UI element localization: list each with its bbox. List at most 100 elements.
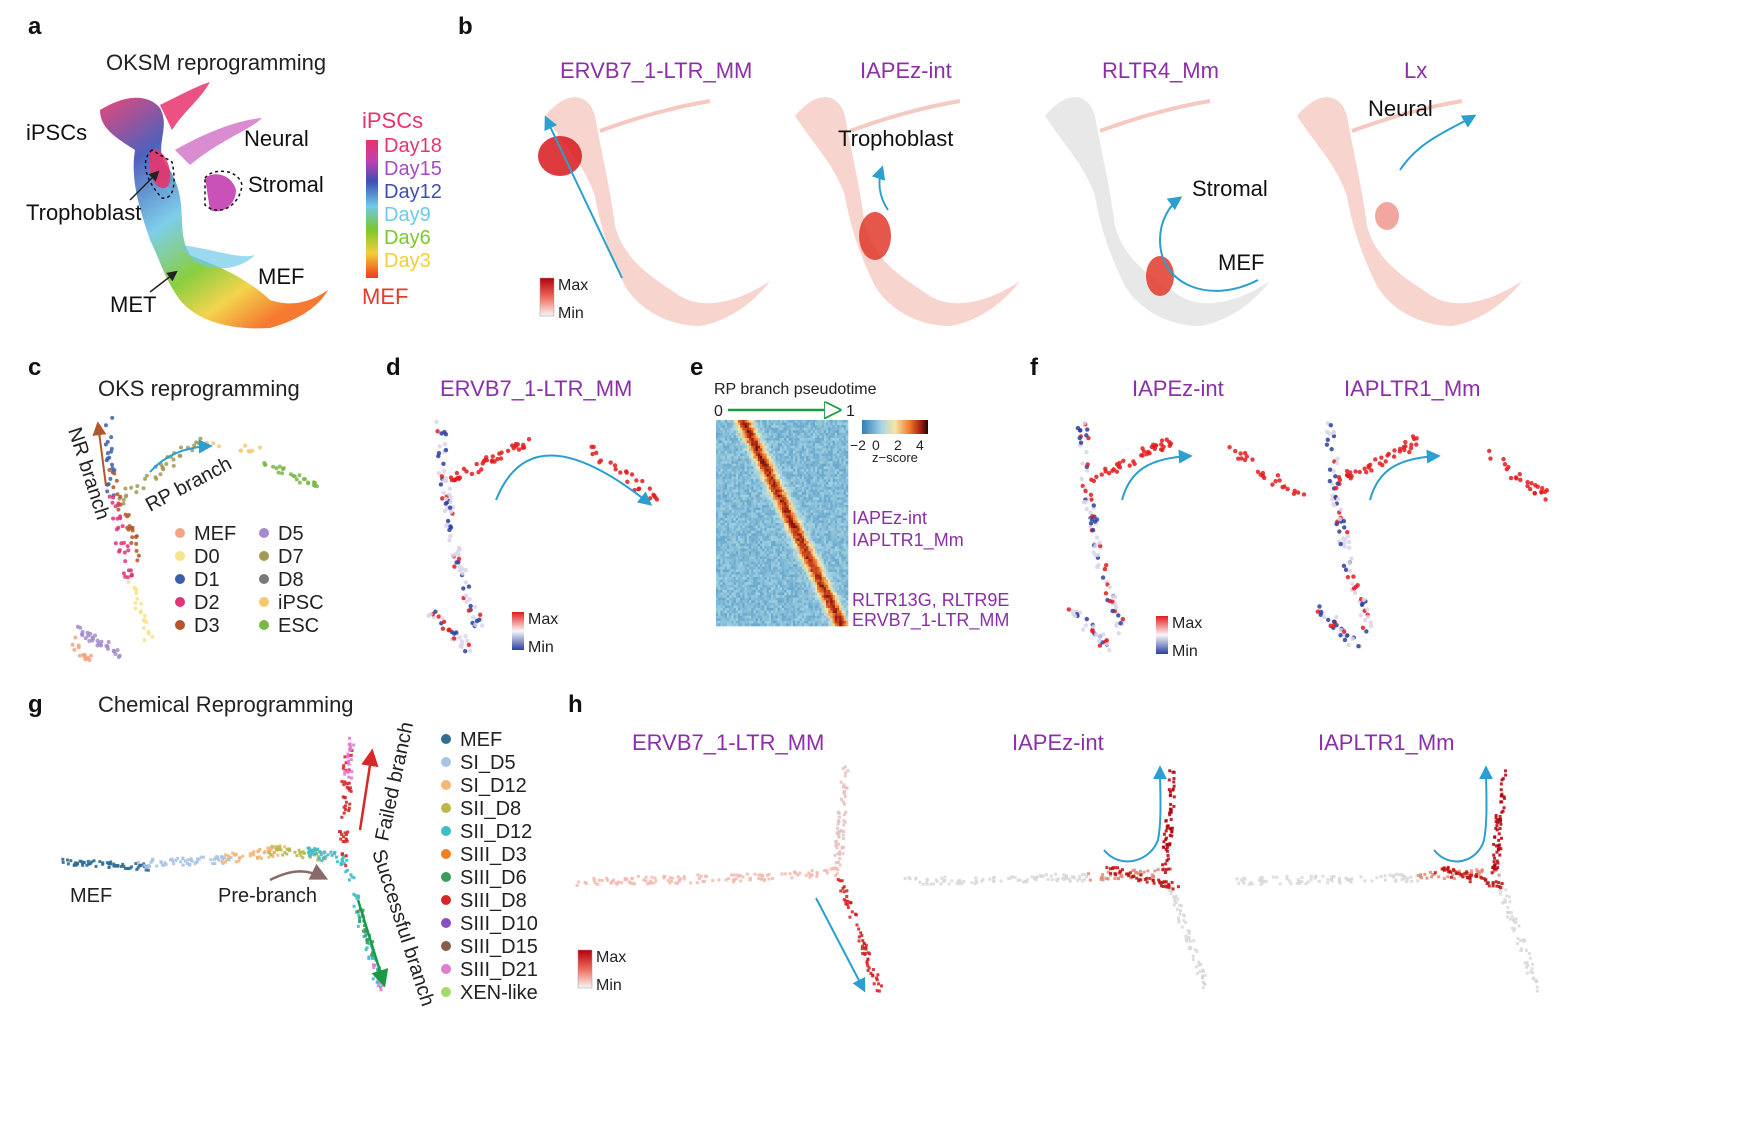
heatmap-cell [738, 571, 741, 575]
heatmap-cell [793, 471, 796, 475]
heatmap-cell [744, 450, 748, 454]
heatmap-cell [782, 571, 785, 575]
heatmap-cell [790, 484, 794, 488]
heatmap-cell [716, 528, 719, 532]
heatmap-cell [793, 597, 796, 601]
heatmap-cell [718, 448, 721, 452]
heatmap-cell [768, 479, 772, 483]
heatmap-cell [817, 515, 820, 519]
heatmap-cell [806, 512, 809, 516]
heatmap-cell [735, 453, 739, 457]
heatmap-cell [830, 494, 833, 498]
heatmap-cell [742, 440, 745, 444]
heatmap-cell [762, 528, 765, 532]
heatmap-cell [729, 435, 732, 439]
heatmap-cell [729, 571, 732, 575]
heatmap-cell [722, 453, 726, 457]
heatmap-cell [757, 430, 761, 434]
heatmap-cell [786, 605, 789, 609]
heatmap-cell [782, 553, 785, 557]
heatmap-cell [749, 587, 752, 591]
heatmap-cell [773, 556, 776, 560]
heatmap-cell [788, 569, 792, 573]
heatmap-cell [788, 548, 792, 552]
cell-point [463, 593, 469, 598]
heatmap-cell [810, 440, 814, 444]
heatmap-cell [760, 584, 763, 588]
heatmap-cell [722, 458, 726, 462]
heatmap-cell [768, 476, 772, 480]
heatmap-cell [773, 484, 776, 488]
heatmap-cell [819, 474, 822, 477]
heatmap-cell [740, 546, 743, 550]
heatmap-cell [801, 523, 805, 526]
heatmap-cell [841, 507, 844, 511]
heatmap-cell [786, 430, 789, 434]
heatmap-cell [786, 574, 789, 578]
heatmap-cell [832, 592, 836, 596]
heatmap-cell [786, 471, 789, 475]
heatmap-cell [716, 492, 719, 495]
heatmap-cell [839, 525, 842, 529]
heatmap-cell [832, 538, 836, 542]
heatmap-cell [786, 543, 789, 547]
heatmap-cell [784, 569, 787, 573]
heatmap-cell [782, 453, 785, 457]
heatmap-cell [823, 530, 827, 534]
heatmap-cell [753, 551, 756, 555]
heatmap-cell [812, 427, 816, 431]
heatmap-cell [826, 525, 829, 529]
heatmap-cell [724, 589, 728, 593]
heatmap-cell [786, 579, 789, 583]
heatmap-cell [760, 435, 763, 439]
heatmap-cell [749, 582, 752, 586]
heatmap-cell [764, 600, 767, 604]
heatmap-cell [819, 466, 822, 470]
heatmap-cell [793, 432, 796, 436]
heatmap-cell [845, 538, 849, 542]
heatmap-cell [779, 561, 783, 565]
heatmap-cell [837, 456, 840, 459]
heatmap-cell [718, 420, 721, 423]
heatmap-cell [797, 445, 800, 449]
heatmap-cell [733, 425, 737, 429]
heatmap-cell [782, 600, 785, 604]
heatmap-cell [729, 453, 732, 457]
heatmap-cell [755, 533, 759, 537]
heatmap-cell [740, 510, 743, 513]
heatmap-cell [768, 432, 772, 436]
heatmap-cell [771, 515, 774, 519]
heatmap-cell [777, 592, 781, 596]
heatmap-cell [753, 561, 756, 565]
cell-point [297, 473, 302, 478]
heatmap-cell [845, 602, 849, 606]
heatmap-cell [837, 577, 840, 580]
heatmap-cell [742, 543, 745, 547]
heatmap-cell [753, 445, 756, 449]
heatmap-cell [830, 432, 833, 436]
cell-point [177, 453, 182, 458]
heatmap-cell [760, 458, 763, 462]
heatmap-cell [724, 600, 728, 604]
cell-point [133, 606, 138, 611]
heatmap-cell [720, 515, 723, 519]
heatmap-cell [777, 445, 781, 449]
heatmap-cell [722, 512, 726, 516]
heatmap-cell [815, 535, 818, 539]
heatmap-cell [837, 574, 840, 578]
heatmap-cell [834, 510, 838, 513]
heatmap-cell [832, 427, 836, 431]
heatmap-cell [746, 546, 750, 550]
heatmap-cell [841, 494, 844, 498]
heatmap-cell [828, 438, 831, 441]
heatmap-cell [810, 564, 814, 568]
heatmap-cell [830, 597, 833, 601]
heatmap-cell [804, 461, 807, 465]
heatmap-cell [786, 435, 789, 439]
heatmap-cell [768, 538, 772, 542]
heatmap-cell [808, 592, 811, 596]
heatmap-cell [830, 474, 833, 477]
heatmap-cell [788, 425, 792, 429]
heatmap-cell [793, 502, 796, 506]
heatmap-cell [799, 474, 803, 477]
